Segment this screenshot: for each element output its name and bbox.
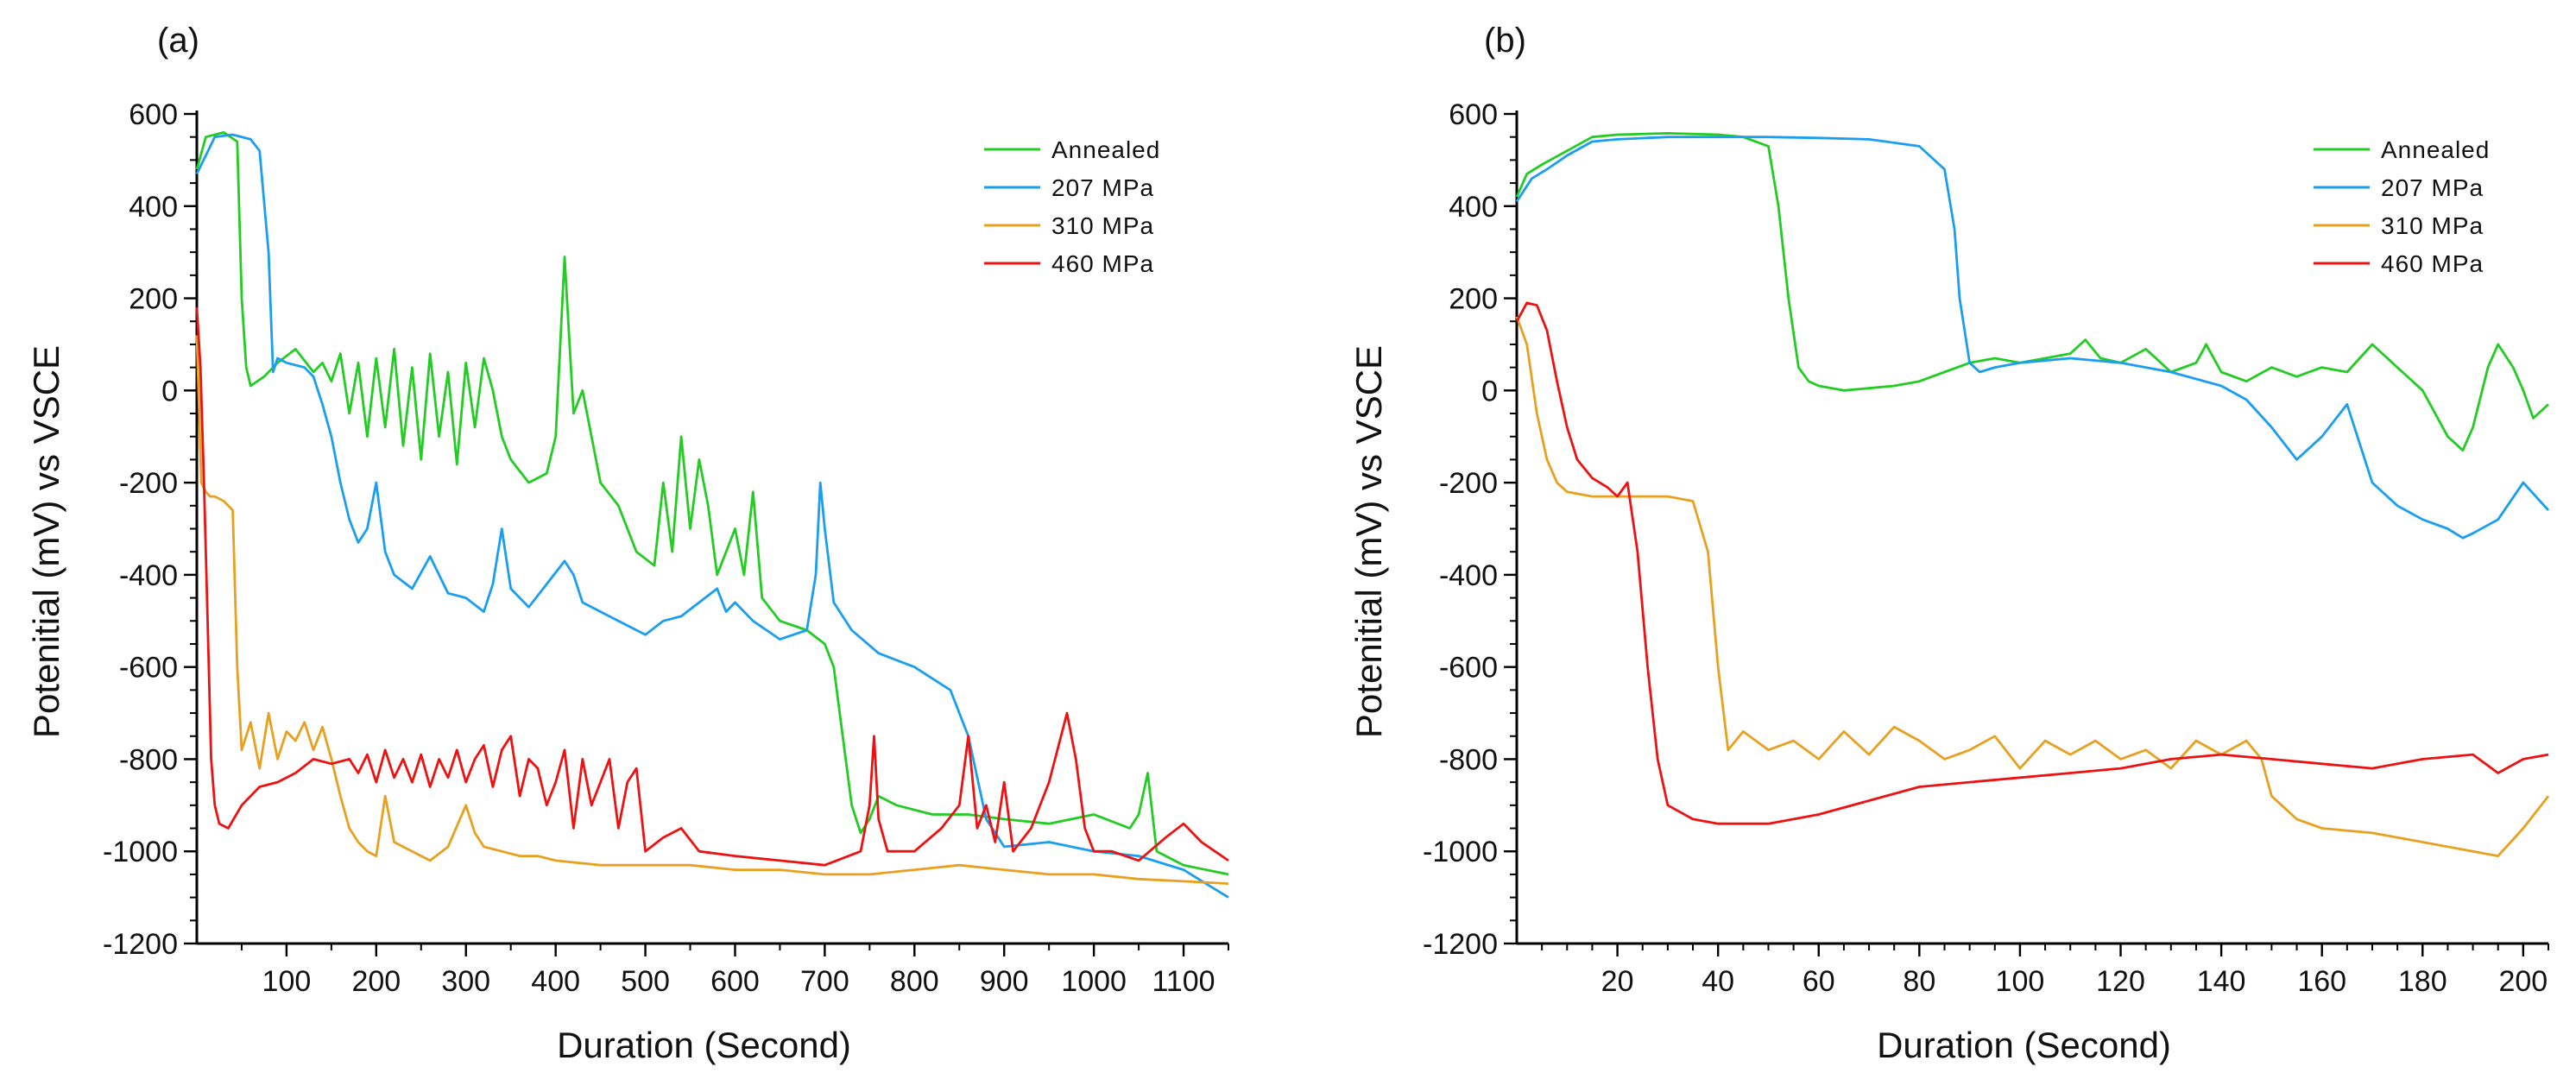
- x-tick-label: 1100: [1152, 965, 1215, 998]
- series-line-207-mpa-b: [1515, 136, 2550, 540]
- x-tick-label: 600: [710, 965, 760, 998]
- y-tick-label: -600: [119, 652, 178, 685]
- x-tick-label: 200: [2498, 965, 2548, 998]
- y-axis-title-b: Potenitial (mV) vs VSCE: [1348, 345, 1389, 738]
- y-tick-label: 400: [1449, 191, 1498, 224]
- x-tick-label: 40: [1702, 965, 1734, 998]
- series-line-460-mpa-a: [195, 307, 1229, 867]
- y-tick-label: -400: [1439, 559, 1498, 592]
- x-tick-label: 900: [980, 965, 1029, 998]
- x-axis-title-a: Duration (Second): [557, 1025, 851, 1065]
- x-tick-label: 160: [2297, 965, 2346, 998]
- series-line-207-mpa-a: [195, 133, 1229, 899]
- x-tick-label: 100: [262, 965, 312, 998]
- x-tick-label: 700: [800, 965, 849, 998]
- x-tick-label: 500: [621, 965, 670, 998]
- y-tick-label: 0: [161, 375, 178, 407]
- panel-b-chart: (b) 20 40 60 80 100 120 140 160 180 200 600 400 200 0 -…: [1348, 22, 2550, 1065]
- panel-label-a: (a): [157, 22, 199, 60]
- series-line-annealed-a: [195, 130, 1229, 876]
- series-line-310-mpa-b: [1515, 316, 2550, 857]
- legend-label: Annealed: [2381, 136, 2490, 163]
- panel-label-b: (b): [1484, 22, 1526, 60]
- y-tick-label: -600: [1439, 652, 1498, 685]
- y-tick-label: -800: [119, 743, 178, 776]
- legend-label: 460 MPa: [2381, 250, 2484, 277]
- y-tick-label: -1200: [1423, 928, 1498, 961]
- y-tick-label: 200: [1449, 283, 1498, 316]
- x-tick-label: 120: [2096, 965, 2145, 998]
- x-axis-title-b: Duration (Second): [1877, 1025, 2171, 1065]
- x-tick-label: 140: [2197, 965, 2246, 998]
- y-tick-label: 600: [1449, 98, 1498, 131]
- x-tick-label: 20: [1601, 965, 1634, 998]
- legend-label: 310 MPa: [1051, 212, 1154, 239]
- legend-label: Annealed: [1051, 136, 1160, 163]
- y-tick-label: 0: [1481, 375, 1498, 407]
- x-tick-label: 400: [531, 965, 580, 998]
- y-tick-label: 400: [129, 191, 178, 224]
- legend-label: 207 MPa: [2381, 174, 2484, 201]
- y-tick-label: -400: [119, 559, 178, 592]
- x-tick-label: 200: [351, 965, 401, 998]
- legend-label: 310 MPa: [2381, 212, 2484, 239]
- y-tick-label: -200: [119, 467, 178, 500]
- series-line-annealed-b: [1515, 131, 2549, 452]
- x-tick-label: 180: [2398, 965, 2447, 998]
- y-tick-label: -800: [1439, 743, 1498, 776]
- series-line-460-mpa-b: [1515, 301, 2549, 825]
- x-tick-label: 300: [441, 965, 490, 998]
- y-tick-label: -1000: [103, 836, 178, 868]
- y-tick-label: -1000: [1423, 836, 1498, 868]
- series-line-310-mpa-a: [195, 335, 1229, 885]
- legend-label: 460 MPa: [1051, 250, 1154, 277]
- x-tick-label: 800: [890, 965, 939, 998]
- legend-label: 207 MPa: [1051, 174, 1154, 201]
- x-tick-label: 100: [1996, 965, 2045, 998]
- x-tick-label: 1000: [1061, 965, 1127, 998]
- y-tick-label: 200: [129, 283, 178, 316]
- y-tick-label: 600: [129, 98, 178, 131]
- y-tick-label: -1200: [103, 928, 178, 961]
- panel-a-chart: (a) 100 200 300 400 500 600 700 800 900 1000 1100 60…: [26, 22, 1229, 1065]
- y-tick-label: -200: [1439, 467, 1498, 500]
- y-axis-title-a: Potenitial (mV) vs VSCE: [26, 345, 66, 738]
- x-tick-label: 60: [1803, 965, 1835, 998]
- x-tick-label: 80: [1903, 965, 1935, 998]
